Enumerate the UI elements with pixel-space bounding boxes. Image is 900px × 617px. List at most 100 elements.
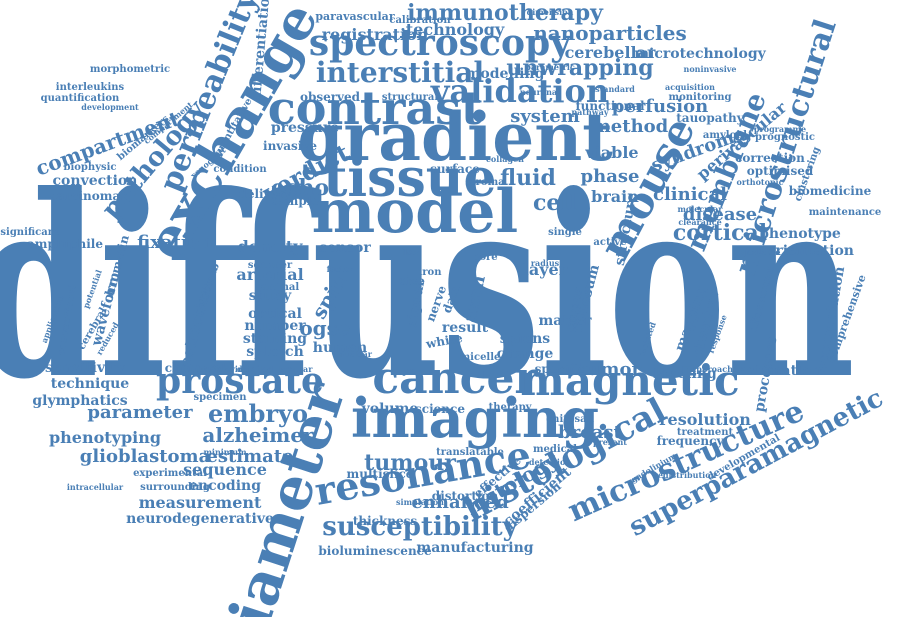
word-interstitial: interstitial	[316, 56, 484, 89]
word-phenotyping: phenotyping	[49, 428, 161, 447]
word-encoding: encoding	[189, 478, 261, 494]
word-prostate: prostate	[156, 360, 324, 402]
word-monitoring: monitoring	[669, 92, 732, 103]
word-specimen: specimen	[193, 392, 247, 403]
word-optical: optical	[248, 306, 302, 322]
word-pressure: pressure	[271, 120, 339, 136]
word-model: model	[312, 177, 518, 247]
word-clearance: clearance	[678, 217, 721, 227]
word-active: active	[593, 237, 626, 248]
word-micelle: micelle	[460, 352, 501, 363]
word-distortion: distortion	[432, 489, 499, 503]
word-interleukins: interleukins	[56, 82, 125, 93]
word-white: white	[424, 331, 464, 351]
word-surrounding: surrounding	[140, 482, 210, 493]
word-medicine: medicine	[739, 247, 780, 257]
word-cortical: cortical	[673, 220, 767, 246]
word-chemical: chemical	[165, 361, 226, 375]
word-iron: iron	[418, 267, 442, 278]
word-technology: technology	[406, 20, 505, 39]
word-amyloid: amyloid	[703, 130, 747, 141]
word-number: number	[244, 318, 306, 334]
word-factor: factor	[327, 264, 355, 274]
word-multislice: multislice	[347, 467, 414, 481]
word-convection: convection	[53, 173, 138, 189]
word-resolution: resolution	[659, 410, 751, 429]
word-structural: structural	[382, 92, 439, 103]
word-scanner: scanner	[248, 260, 293, 271]
word-thickness: thickness	[353, 514, 418, 528]
word-orthotopic: orthotopic	[737, 177, 784, 187]
word-validation: validation	[430, 72, 609, 110]
word-nanoparticles: nanoparticles	[533, 21, 686, 45]
word-breast: breast	[558, 422, 622, 443]
word-condition: condition	[213, 164, 267, 175]
word-susceptibility: susceptibility	[322, 512, 518, 542]
word-system: system	[510, 106, 580, 127]
word-laminar: laminar	[278, 364, 314, 374]
word-splotch: splotch	[246, 344, 304, 360]
word-translatable: translatable	[436, 447, 504, 458]
word-intracellular: intracellular	[67, 482, 124, 492]
word-ogse: ogse	[299, 316, 350, 340]
word-specific: specific	[535, 362, 586, 376]
word-observed: observed	[300, 90, 361, 104]
word-phenotype: phenotype	[759, 226, 841, 242]
word-radius: radius	[531, 258, 560, 268]
word-parameter: parameter	[87, 402, 193, 423]
word-programme: programme	[754, 124, 806, 134]
word-single: single	[548, 227, 582, 238]
word-prognostic: prognostic	[755, 132, 815, 143]
word-echo: echo	[271, 175, 329, 201]
word-arterial: arterial	[236, 265, 303, 284]
word-simulation: simulation	[396, 497, 444, 507]
word-density: density	[238, 237, 303, 256]
word-alzheimer: alzheimer	[202, 423, 314, 447]
word-tissue: tissue	[323, 148, 496, 209]
word-matter: matter	[538, 313, 592, 329]
word-sensor: sensor	[319, 240, 371, 256]
word-human: human	[313, 340, 367, 356]
word-invasive: invasive	[263, 139, 317, 153]
word-spions: spions	[500, 331, 551, 347]
word-medical: medical	[533, 444, 577, 455]
word-viable: viable	[584, 143, 638, 162]
word-registration: registration	[322, 25, 429, 44]
word-correction: correction	[735, 151, 805, 165]
word-acquisition: acquisition	[665, 82, 715, 92]
word-glymphatics: glymphatics	[32, 393, 127, 409]
word-spectroscopy: spectroscopy	[309, 22, 572, 64]
word-phase: phase	[581, 166, 640, 187]
word-animal: animal	[261, 282, 300, 293]
word-dimension: dimension	[527, 7, 574, 17]
word-cell: cell	[533, 190, 577, 216]
word-experimental: experimental	[133, 468, 207, 479]
word-immunotherapy: immunotherapy	[407, 0, 604, 26]
word-measurement: measurement	[139, 493, 262, 512]
word-microtechnology: microtechnology	[634, 46, 766, 62]
word-pore: pore	[472, 252, 497, 263]
word-stroma: stroma	[465, 177, 505, 188]
word-result: result	[442, 320, 489, 336]
word-pathway: pathway	[571, 107, 608, 117]
word-sample: sample	[271, 194, 319, 208]
word-nuclear: nuclear	[338, 349, 373, 359]
word-detection: detection	[529, 457, 571, 467]
word-gradient: gradient	[297, 98, 613, 176]
word-cerebellar: cerebellar	[565, 43, 656, 62]
word-biomedicine: biomedicine	[789, 184, 872, 198]
word-paravascular: paravascular	[315, 10, 394, 23]
word-surface: surface	[430, 162, 480, 176]
word-layer: layer	[523, 260, 568, 279]
word-glioblastoma: glioblastoma	[80, 446, 211, 467]
word-brain: brain	[591, 187, 639, 206]
word-orientation: orientation	[766, 243, 854, 259]
word-diffusion: diffusion	[0, 140, 855, 434]
word-delivery: delivery	[238, 187, 292, 201]
word-development: development	[81, 102, 139, 112]
word-method: method	[592, 116, 669, 137]
word-unwrapping: unwrapping	[506, 55, 653, 81]
word-volume: volume	[361, 401, 419, 417]
word-chitosan: chitosan	[546, 414, 595, 425]
word-approach: approach	[691, 364, 733, 374]
